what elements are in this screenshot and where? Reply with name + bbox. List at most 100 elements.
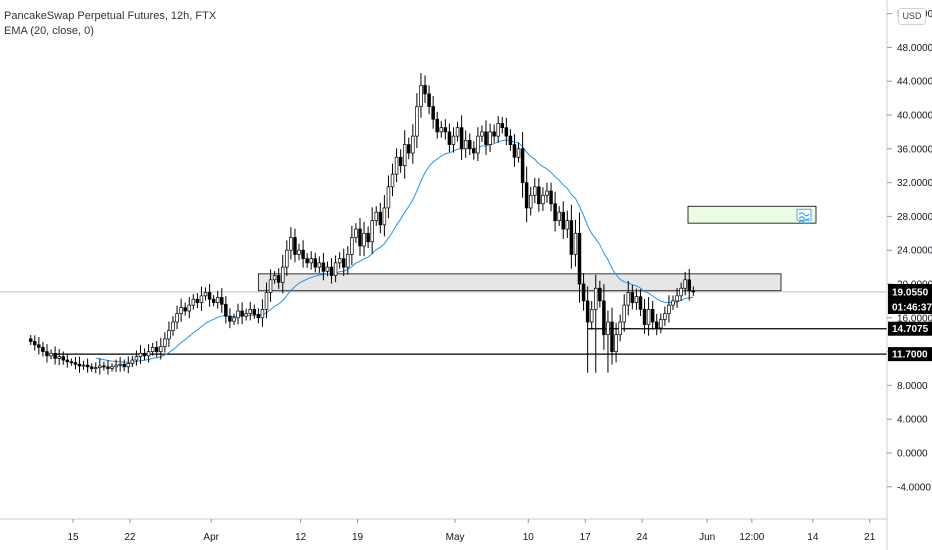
candle: [512, 134, 517, 167]
candle: [594, 274, 598, 373]
candle: [81, 360, 86, 370]
candle: [37, 336, 41, 355]
candle-body: [207, 292, 212, 300]
candle-body: [191, 298, 196, 306]
candle-body: [106, 366, 110, 369]
symbol-title[interactable]: PancakeSwap Perpetual Futures, 12h, FTX: [4, 10, 217, 22]
candle: [179, 298, 183, 322]
candle-body: [520, 148, 525, 183]
candle: [134, 350, 139, 366]
candle-body: [142, 352, 147, 357]
candle: [33, 335, 37, 351]
candle-body: [451, 135, 456, 145]
candle-body: [659, 319, 663, 329]
y-tick-label: 24.0000: [897, 246, 932, 257]
candle: [553, 191, 557, 232]
candle: [252, 304, 257, 319]
candle: [159, 337, 163, 360]
candle: [667, 295, 671, 323]
annotation-overlays[interactable]: [687, 205, 817, 225]
candle: [378, 202, 383, 234]
candle-body: [154, 347, 159, 352]
candle-body: [398, 156, 403, 167]
candle: [220, 288, 224, 313]
candle: [577, 212, 582, 303]
candle: [398, 149, 403, 173]
candle: [325, 261, 330, 277]
y-tick-label: 40.0000: [897, 111, 932, 122]
candle-body: [679, 287, 683, 297]
candle-body: [41, 347, 45, 352]
candle-body: [431, 106, 435, 120]
candle-body: [321, 262, 326, 272]
candle-body: [163, 338, 167, 347]
candle: [130, 355, 135, 368]
candle-body: [415, 106, 419, 137]
time-axis[interactable]: 15 22 Apr 12 19 May 10 17 24 Jun 12:00 14 21: [67, 519, 876, 543]
candle-body: [268, 279, 273, 293]
candle-body: [134, 356, 139, 361]
candle: [41, 341, 45, 357]
candle-body: [77, 363, 82, 367]
candle: [537, 177, 541, 212]
candle: [89, 363, 94, 372]
candle: [268, 269, 273, 302]
candle: [606, 310, 610, 373]
candle: [313, 252, 318, 273]
candle-body: [179, 307, 183, 314]
candle-body: [598, 287, 602, 302]
candle: [297, 243, 301, 261]
candle-body: [248, 309, 252, 314]
annotations[interactable]: [0, 273, 887, 355]
candle: [472, 141, 476, 160]
candle: [346, 246, 350, 275]
candle-body: [309, 258, 313, 264]
candle-body: [577, 232, 582, 285]
candle-body: [252, 309, 257, 315]
candle-body: [581, 283, 586, 302]
candle: [520, 131, 525, 198]
candle-body: [650, 309, 655, 323]
candle-body: [394, 156, 399, 175]
candle: [654, 313, 659, 336]
candle: [423, 75, 427, 103]
candle: [614, 322, 618, 363]
x-tick-label: 12:00: [739, 532, 764, 543]
candle: [459, 115, 464, 160]
candle-body: [236, 310, 240, 319]
candle: [142, 348, 147, 361]
candle: [427, 85, 431, 115]
candle-body: [589, 309, 594, 323]
candle: [126, 356, 131, 374]
currency-label[interactable]: USD: [898, 8, 926, 25]
candle-body: [150, 347, 155, 352]
candle: [443, 119, 448, 140]
candle-body: [333, 262, 338, 276]
last-price-tag: 19.0550: [888, 283, 932, 300]
candle: [634, 288, 639, 310]
indicator-title[interactable]: EMA (20, close, 0): [4, 25, 94, 37]
candle-body: [585, 300, 590, 323]
y-tick-label: 36.0000: [897, 144, 932, 155]
price-axis[interactable]: 52.000048.000044.000040.000036.000032.00…: [887, 9, 932, 493]
candle-body: [427, 93, 431, 107]
candle: [675, 288, 679, 308]
candle: [272, 271, 277, 284]
candle-body: [350, 237, 354, 255]
candle: [106, 360, 110, 375]
candle-body: [260, 309, 265, 319]
x-tick-label: 12: [295, 532, 307, 543]
x-tick-label: May: [446, 532, 465, 543]
candle-body: [167, 330, 171, 340]
candle: [386, 175, 391, 219]
candle: [431, 96, 435, 129]
candle: [561, 201, 565, 239]
level1-tag: 14.7075: [888, 321, 932, 336]
candle-body: [463, 140, 468, 150]
candle: [285, 240, 289, 276]
candle: [187, 297, 192, 319]
candle: [236, 303, 240, 325]
candle-body: [459, 127, 464, 150]
candle-body: [553, 203, 557, 221]
